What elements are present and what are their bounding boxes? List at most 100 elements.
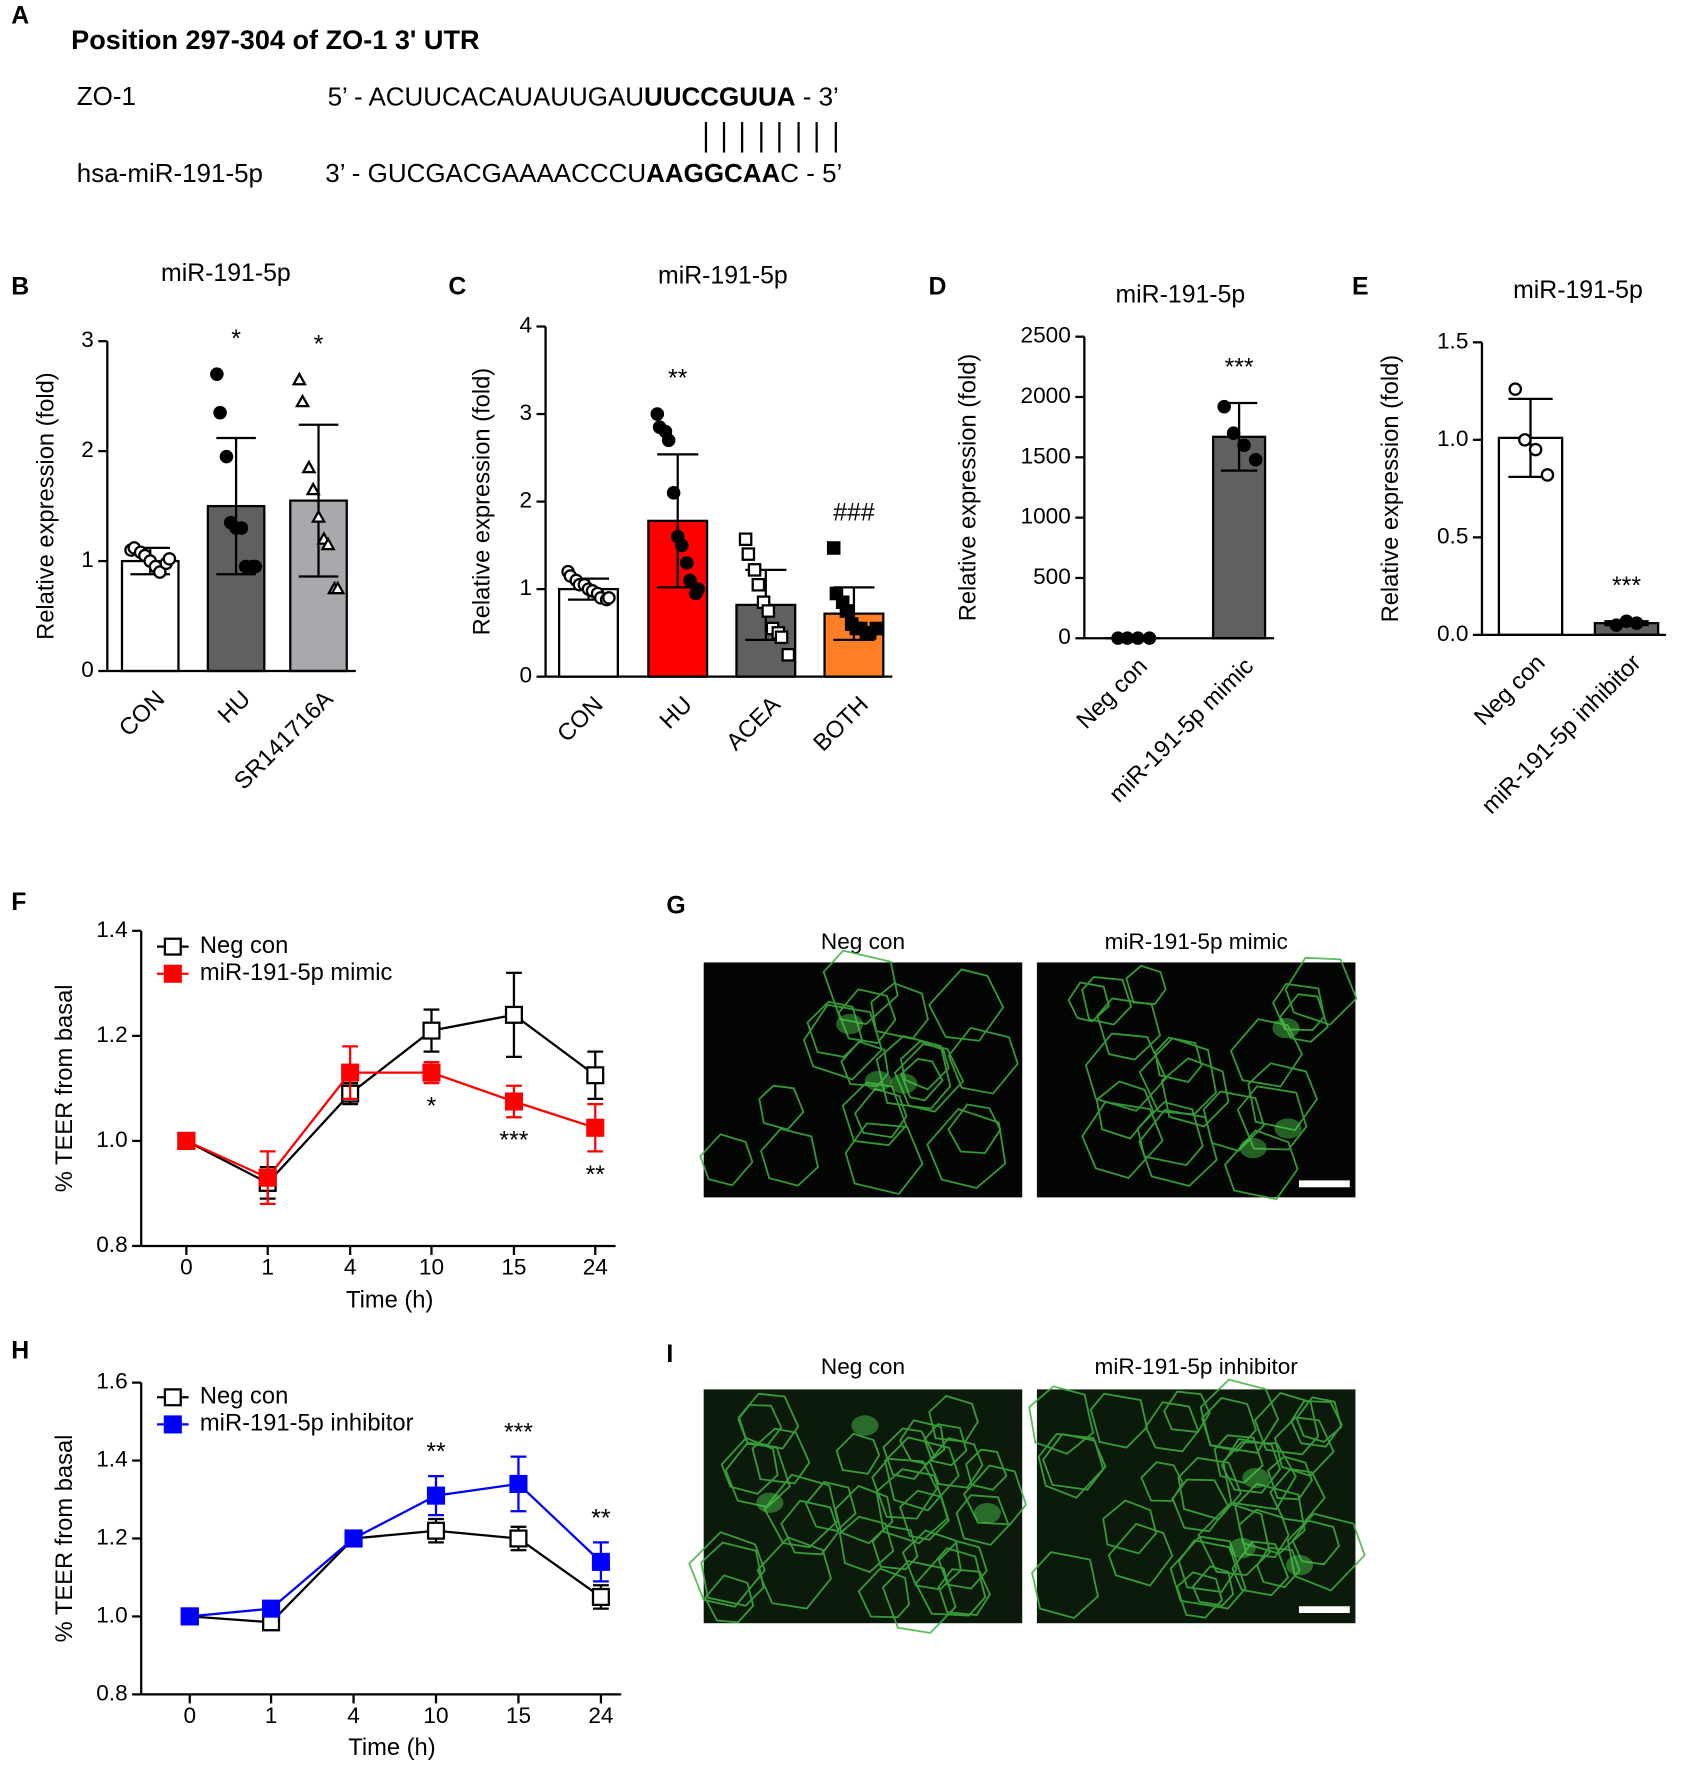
- data-point: [1540, 468, 1555, 482]
- data-point: [320, 536, 336, 551]
- cell-border: [1107, 1522, 1174, 1587]
- x-tick-label: 1: [265, 1703, 278, 1728]
- data-point: [330, 580, 346, 595]
- fluorescent-blob: [973, 1502, 1001, 1524]
- significance-label: ***: [1225, 355, 1254, 382]
- cell-border: [1154, 1036, 1203, 1083]
- panel-label: H: [11, 1338, 29, 1365]
- significance-label: **: [586, 1162, 606, 1189]
- fluorescent-blob: [1242, 1467, 1270, 1489]
- panel-label: A: [11, 3, 29, 30]
- data-point: [661, 433, 676, 448]
- data-point: [422, 1021, 441, 1040]
- cell-border: [871, 1524, 919, 1571]
- cell-border: [1096, 997, 1162, 1061]
- y-tick-label: 1.4: [96, 917, 127, 942]
- cell-border: [1089, 1392, 1148, 1449]
- cell-border: [1222, 1441, 1297, 1511]
- image-label: miR-191-5p mimic: [1105, 929, 1288, 954]
- significance-label: ***: [504, 1420, 533, 1447]
- legend-marker: [163, 964, 182, 983]
- data-point: [310, 509, 327, 523]
- significance-label: **: [426, 1439, 446, 1466]
- significance-label: ***: [1612, 573, 1641, 600]
- cell-border: [1279, 993, 1329, 1043]
- data-point: [586, 1118, 605, 1137]
- cell-border: [1269, 1468, 1326, 1523]
- micrograph: [1036, 1389, 1356, 1624]
- significance-label: *: [427, 1094, 437, 1121]
- sequence-part: - 3’: [796, 81, 839, 111]
- x-tick-label: 4: [344, 1255, 357, 1280]
- y-tick-label: 1.4: [96, 1447, 127, 1472]
- cell-border: [1267, 1455, 1313, 1501]
- cell-border: [1028, 1385, 1095, 1455]
- data-point: [180, 1607, 199, 1626]
- cell-border: [875, 1034, 952, 1110]
- cell-border: [802, 1003, 883, 1081]
- cell-border: [1081, 976, 1133, 1026]
- seed-match: AAGGCAA: [646, 158, 780, 188]
- cell-border: [1220, 1437, 1282, 1494]
- fluorescent-blob: [1274, 1118, 1302, 1139]
- cell-border: [926, 1108, 1007, 1189]
- panel-label: I: [666, 1341, 673, 1368]
- cell-border: [901, 1529, 962, 1591]
- data-point: [839, 604, 854, 618]
- cell-border: [1102, 1499, 1158, 1555]
- panel-label: F: [11, 889, 26, 916]
- cell-border: [688, 1531, 766, 1608]
- data-point: [291, 371, 307, 386]
- x-tick-label: 1: [261, 1255, 274, 1280]
- cell-border: [871, 1457, 938, 1520]
- y-tick-label: 1.2: [96, 1524, 127, 1549]
- fluorescent-blob: [851, 1415, 879, 1436]
- data-point: [344, 1529, 363, 1548]
- cell-border: [835, 1432, 881, 1475]
- cell-border: [844, 1122, 924, 1196]
- data-point: [219, 449, 234, 464]
- cell-border: [947, 1026, 1019, 1095]
- cell-border: [780, 1499, 840, 1556]
- data-point: [248, 559, 263, 574]
- cell-border: [1229, 1018, 1304, 1088]
- cell-border: [699, 1133, 754, 1187]
- significance-label: *: [231, 326, 241, 353]
- x-tick-label: 24: [588, 1703, 613, 1728]
- significance-label: ###: [833, 500, 875, 527]
- cell-border: [1223, 1129, 1299, 1201]
- data-point: [153, 565, 167, 579]
- error-bar: [657, 453, 699, 589]
- x-tick-label: 10: [419, 1255, 444, 1280]
- chart-title: miR-191-5p: [658, 262, 788, 289]
- cell-border: [756, 1536, 832, 1610]
- cell-border: [1286, 1512, 1366, 1592]
- data-point: [509, 1474, 528, 1493]
- cell-border: [1176, 1571, 1223, 1619]
- cell-border: [841, 1081, 908, 1147]
- legend-label: Neg con: [200, 933, 288, 959]
- data-point: [426, 1521, 446, 1540]
- cell-border: [883, 1436, 960, 1512]
- series-line: [189, 1529, 602, 1624]
- data-point: [650, 407, 665, 421]
- cell-border: [899, 1489, 950, 1541]
- chart-title: miR-191-5p: [1115, 282, 1245, 309]
- data-point: [680, 556, 694, 570]
- cell-border: [1253, 1391, 1320, 1456]
- cell-border: [737, 1404, 783, 1446]
- data-point: [691, 582, 705, 596]
- cell-borders: [1067, 956, 1358, 1201]
- cell-border: [1201, 1396, 1258, 1452]
- data-point: [675, 538, 689, 553]
- cell-borders: [1028, 1378, 1366, 1620]
- cell-border: [1081, 1100, 1164, 1179]
- cell-border: [822, 949, 899, 1025]
- cell-border: [1290, 1400, 1343, 1448]
- cell-border: [1295, 1396, 1343, 1443]
- data-point: [1508, 382, 1523, 396]
- cell-border: [923, 1423, 968, 1467]
- x-tick-label: HU: [655, 692, 698, 735]
- alignment-title: Position 297-304 of ZO-1 3' UTR: [71, 24, 480, 55]
- x-tick-label: 4: [347, 1703, 360, 1728]
